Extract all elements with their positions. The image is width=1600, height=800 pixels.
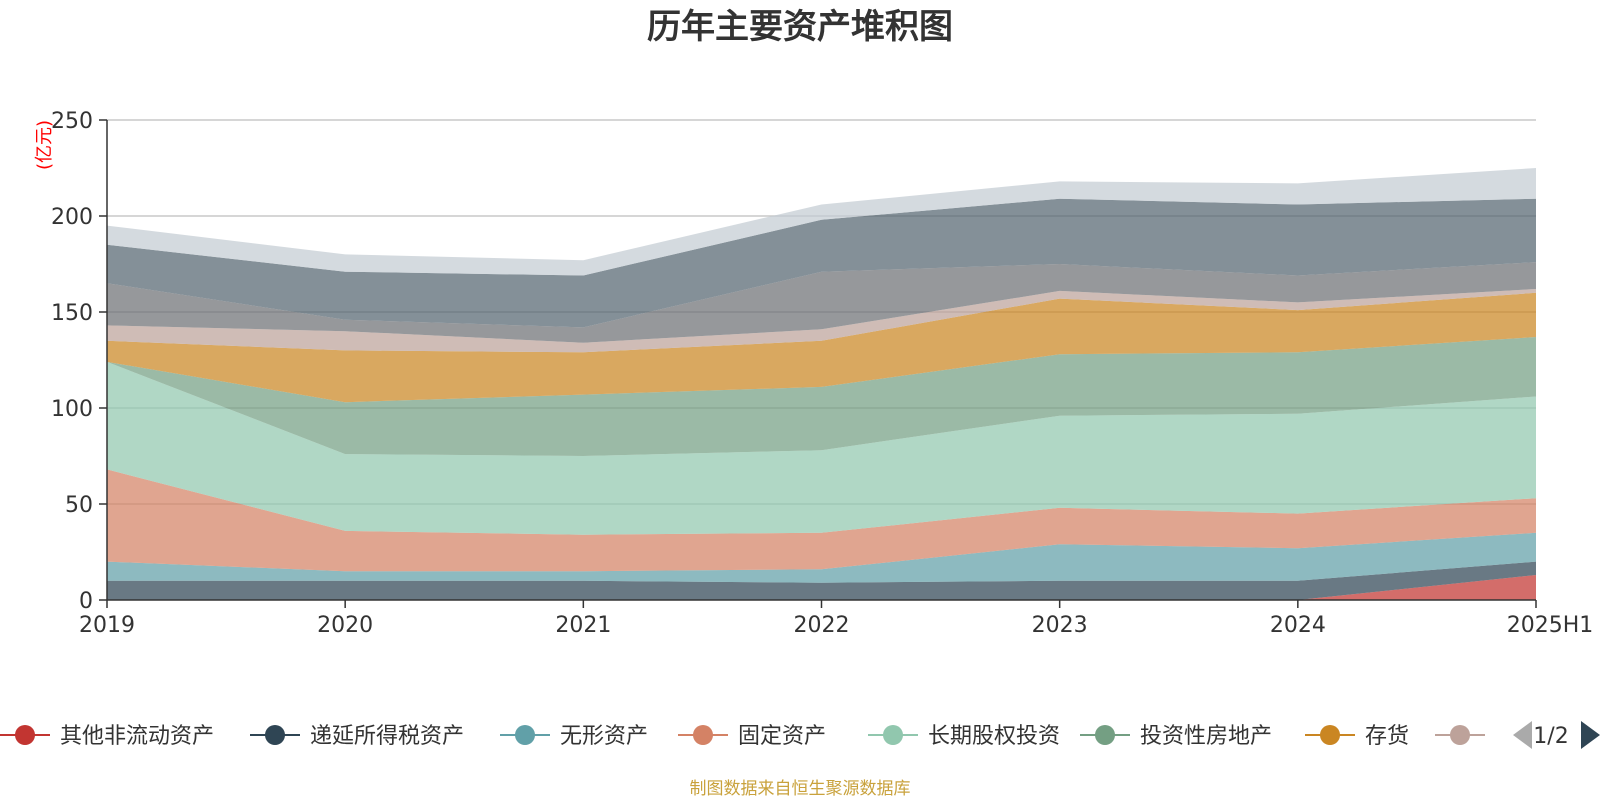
axes: 0 50 100 150 200 250 2019 2020 2021 2022 2023 2024 2… <box>51 109 1593 638</box>
legend-marker-icon <box>693 725 713 745</box>
y-tick-label: 150 <box>51 301 93 326</box>
legend-label: 存货 <box>1365 724 1409 749</box>
chart-title: 历年主要资产堆积图 <box>647 7 953 47</box>
legend-marker-icon <box>515 725 535 745</box>
y-tick-label: 50 <box>65 493 93 518</box>
y-tick-label: 0 <box>79 589 93 614</box>
y-axis-unit: (亿元) <box>34 120 55 170</box>
legend-marker-icon <box>1450 725 1470 745</box>
legend-label: 递延所得税资产 <box>310 724 464 749</box>
area-series-9 <box>107 198 1536 328</box>
x-tick-label: 2020 <box>317 613 373 638</box>
legend-marker-icon <box>265 725 285 745</box>
legend-item[interactable]: 固定资产 <box>678 724 826 749</box>
x-tick-label: 2025H1 <box>1507 613 1594 638</box>
legend-page-indicator: 1/2 <box>1533 724 1568 749</box>
area-series-7 <box>107 289 1536 353</box>
area-series-8 <box>107 262 1536 343</box>
legend-marker-icon <box>883 725 903 745</box>
legend-label: 投资性房地产 <box>1140 724 1272 749</box>
area-series-0 <box>107 575 1536 600</box>
legend-item[interactable]: 长期股权投资 <box>868 724 1060 749</box>
area-series-10 <box>107 168 1536 276</box>
legend-label: 长期股权投资 <box>928 724 1060 749</box>
legend-item[interactable]: 其他非流动资产 <box>0 724 214 749</box>
legend-marker-icon <box>15 725 35 745</box>
x-tick-label: 2021 <box>555 613 611 638</box>
legend-prev-page-icon[interactable] <box>1513 721 1532 749</box>
x-tick-label: 2024 <box>1270 613 1326 638</box>
legend-marker-icon <box>1320 725 1340 745</box>
legend-label: 无形资产 <box>560 724 648 749</box>
y-tick-label: 250 <box>51 109 93 134</box>
legend-label: 固定资产 <box>738 724 826 749</box>
area-series <box>107 168 1536 600</box>
y-tick-label: 100 <box>51 397 93 422</box>
area-series-4 <box>107 361 1536 535</box>
legend-item[interactable]: 递延所得税资产 <box>250 724 464 749</box>
legend-item[interactable]: 投资性房地产 <box>1080 724 1272 749</box>
legend-next-page-icon[interactable] <box>1581 721 1600 749</box>
legend-label: 其他非流动资产 <box>60 724 214 749</box>
x-tick-label: 2019 <box>79 613 135 638</box>
legend-item[interactable] <box>1435 725 1485 745</box>
legend-item[interactable]: 无形资产 <box>500 724 648 749</box>
legend-marker-icon <box>1095 725 1115 745</box>
area-series-5 <box>107 337 1536 456</box>
legend-item[interactable]: 存货 <box>1305 724 1409 749</box>
y-tick-label: 200 <box>51 205 93 230</box>
data-source-footer: 制图数据来自恒生聚源数据库 <box>690 779 911 799</box>
area-series-1 <box>107 561 1536 600</box>
legend-pager: 1/2 <box>1513 721 1600 749</box>
area-series-2 <box>107 532 1536 583</box>
legend: 其他非流动资产 递延所得税资产 无形资产 固定资产 长期股权投资 投资性房地产 存货 <box>0 724 1485 749</box>
area-series-6 <box>107 292 1536 403</box>
area-series-3 <box>107 469 1536 572</box>
x-tick-label: 2022 <box>794 613 850 638</box>
x-tick-label: 2023 <box>1032 613 1088 638</box>
